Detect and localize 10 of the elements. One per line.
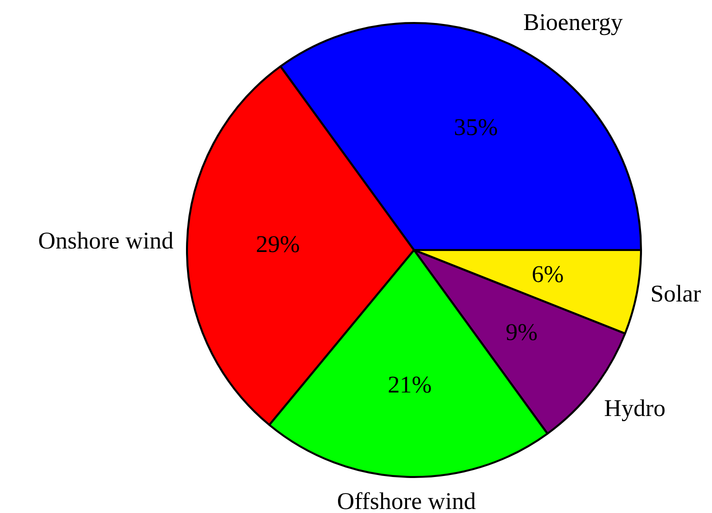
data-label: 29% <box>256 232 300 258</box>
data-label: 21% <box>388 372 432 398</box>
slice-label: Hydro <box>604 396 666 422</box>
slice-label: Offshore wind <box>337 488 476 513</box>
data-label: 6% <box>532 262 564 288</box>
slice-label: Onshore wind <box>38 228 174 255</box>
slice-label: Solar <box>650 281 702 308</box>
data-label: 9% <box>506 320 538 346</box>
data-label: 35% <box>454 114 498 141</box>
slice-label: Bioenergy <box>523 10 623 36</box>
